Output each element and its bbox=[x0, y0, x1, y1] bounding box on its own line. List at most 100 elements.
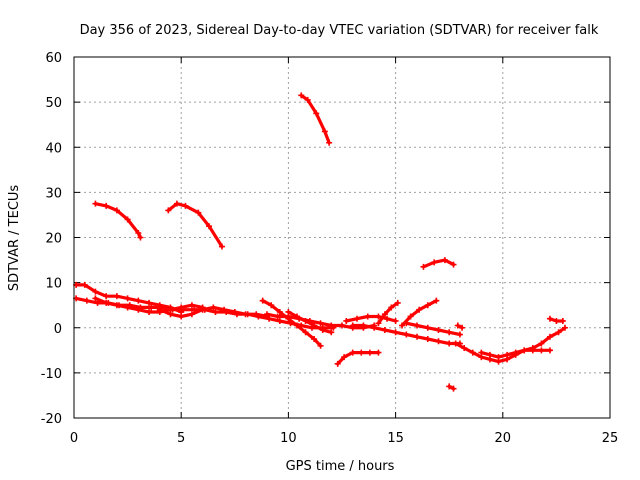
series-arc-21 bbox=[478, 347, 553, 361]
data-point bbox=[375, 313, 382, 320]
data-point bbox=[92, 200, 99, 207]
data-point bbox=[302, 317, 309, 324]
data-point bbox=[521, 347, 528, 354]
data-point bbox=[137, 234, 144, 241]
data-point bbox=[113, 207, 120, 214]
series-arc-19 bbox=[454, 322, 466, 331]
y-tick-label: 20 bbox=[45, 232, 62, 247]
data-point bbox=[293, 322, 300, 329]
data-point bbox=[375, 349, 382, 356]
data-point bbox=[156, 306, 163, 313]
data-point bbox=[319, 327, 326, 334]
data-point bbox=[242, 311, 249, 318]
data-point bbox=[553, 317, 560, 324]
series-arc-22 bbox=[546, 315, 566, 324]
data-point bbox=[559, 317, 566, 324]
data-point bbox=[364, 313, 371, 320]
series-arc-01 bbox=[92, 200, 144, 241]
series-arc-04 bbox=[420, 257, 457, 270]
data-point bbox=[124, 216, 131, 223]
data-point bbox=[103, 299, 110, 306]
x-tick-label: 20 bbox=[495, 431, 512, 446]
data-point bbox=[366, 349, 373, 356]
data-point bbox=[424, 324, 431, 331]
data-point bbox=[399, 322, 406, 329]
series-arc-11 bbox=[285, 308, 335, 336]
data-point bbox=[384, 315, 391, 322]
data-point bbox=[231, 308, 238, 315]
data-point bbox=[546, 315, 553, 322]
data-point bbox=[274, 313, 281, 320]
data-point bbox=[304, 96, 311, 103]
data-point bbox=[135, 306, 142, 313]
data-point bbox=[83, 297, 90, 304]
data-point bbox=[293, 313, 300, 320]
data-point bbox=[371, 324, 378, 331]
data-point bbox=[92, 295, 99, 302]
data-point bbox=[210, 304, 217, 311]
data-point bbox=[341, 354, 348, 361]
series-arc-03 bbox=[298, 92, 333, 146]
data-point bbox=[414, 333, 421, 340]
data-point bbox=[433, 297, 440, 304]
data-point bbox=[394, 299, 401, 306]
data-point bbox=[298, 92, 305, 99]
data-point bbox=[375, 320, 382, 327]
data-point bbox=[328, 329, 335, 336]
data-point bbox=[165, 207, 172, 214]
series-arc-17 bbox=[403, 320, 463, 338]
data-point bbox=[456, 331, 463, 338]
series-arc-02 bbox=[165, 200, 225, 250]
data-point bbox=[311, 322, 318, 329]
data-point bbox=[450, 385, 457, 392]
data-point bbox=[317, 320, 324, 327]
data-point bbox=[328, 322, 335, 329]
data-point bbox=[178, 313, 185, 320]
data-point bbox=[416, 306, 423, 313]
y-tick-label: 10 bbox=[45, 277, 62, 292]
y-tick-label: 30 bbox=[45, 186, 62, 201]
data-point bbox=[199, 306, 206, 313]
series-line bbox=[376, 301, 400, 325]
data-point bbox=[459, 324, 466, 331]
data-point bbox=[388, 304, 395, 311]
data-point bbox=[392, 317, 399, 324]
series-line bbox=[454, 326, 567, 364]
data-point bbox=[478, 349, 485, 356]
data-point bbox=[259, 297, 266, 304]
data-point bbox=[381, 311, 388, 318]
data-point bbox=[221, 306, 228, 313]
series-line bbox=[421, 258, 456, 269]
data-point bbox=[311, 336, 318, 343]
data-point bbox=[561, 324, 568, 331]
data-point bbox=[103, 293, 110, 300]
data-point bbox=[343, 317, 350, 324]
data-point bbox=[135, 297, 142, 304]
data-point bbox=[435, 338, 442, 345]
series-arc-08 bbox=[156, 304, 270, 320]
data-point bbox=[529, 347, 536, 354]
y-tick-label: -10 bbox=[41, 367, 62, 382]
series-arc-06 bbox=[73, 281, 185, 315]
y-tick-label: -20 bbox=[41, 412, 62, 427]
data-point bbox=[358, 349, 365, 356]
data-point bbox=[349, 322, 356, 329]
series-arc-16 bbox=[399, 297, 440, 329]
data-point bbox=[407, 313, 414, 320]
data-point bbox=[469, 349, 476, 356]
data-point bbox=[512, 349, 519, 356]
data-point bbox=[124, 304, 131, 311]
data-point bbox=[486, 351, 493, 358]
data-point bbox=[218, 243, 225, 250]
data-point bbox=[317, 342, 324, 349]
data-point bbox=[495, 354, 502, 361]
data-point bbox=[461, 345, 468, 352]
data-point bbox=[206, 223, 213, 230]
data-point bbox=[188, 311, 195, 318]
data-point bbox=[326, 139, 333, 146]
data-point bbox=[321, 128, 328, 135]
grid-lines bbox=[74, 57, 610, 418]
data-point bbox=[103, 202, 110, 209]
data-point bbox=[167, 311, 174, 318]
